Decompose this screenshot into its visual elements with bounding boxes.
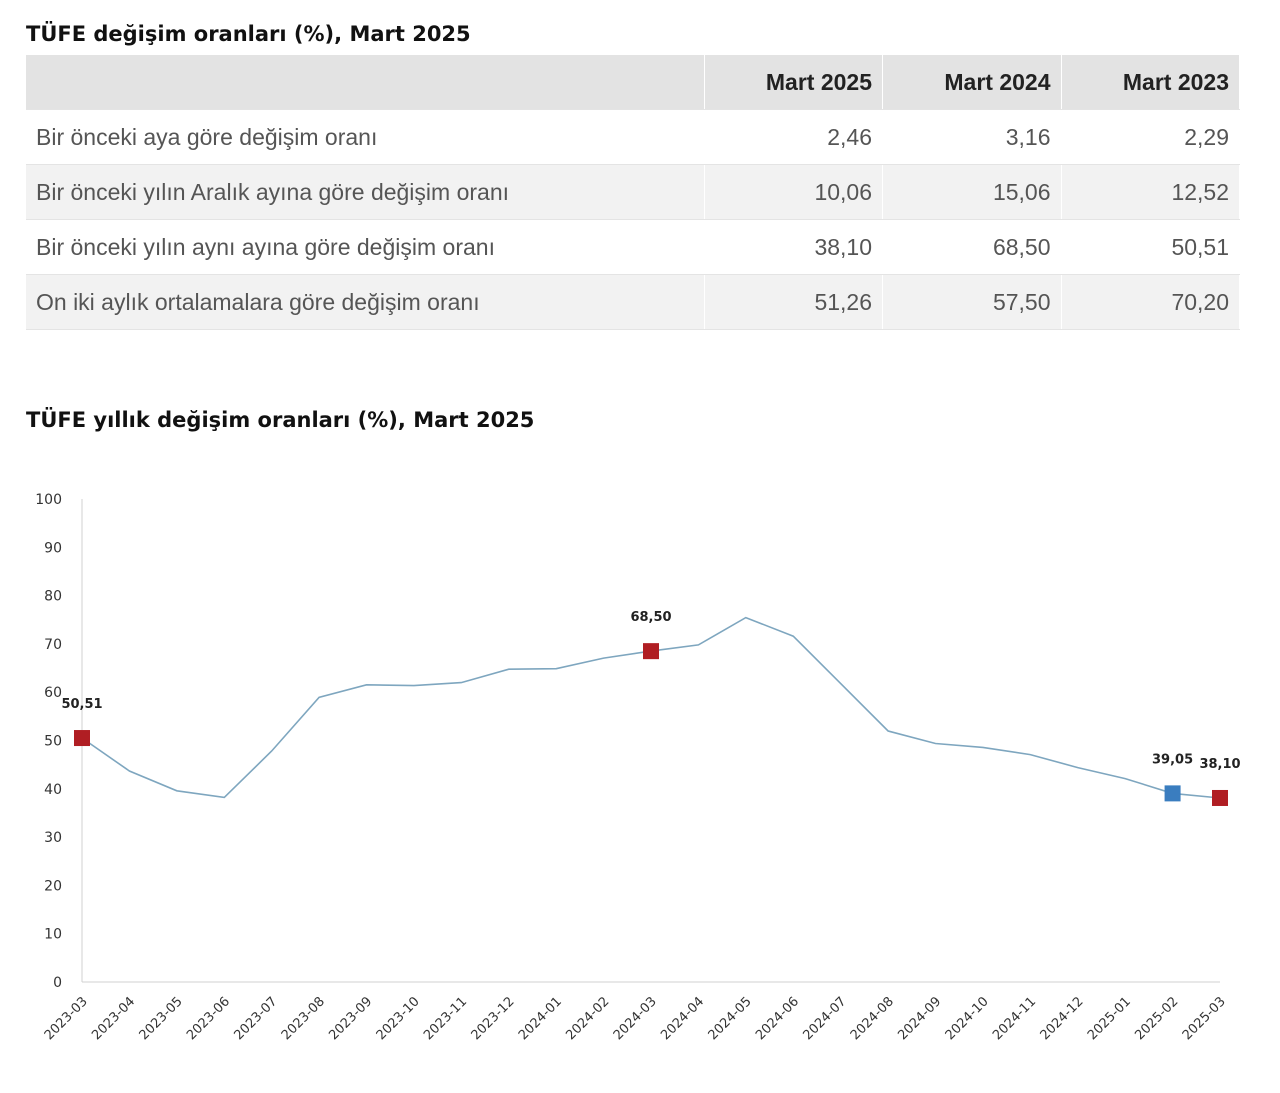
x-tick-label: 2023-09 [326,994,375,1043]
x-tick-label: 2023-10 [374,994,423,1043]
y-tick-label: 0 [53,975,62,991]
table-cell: 10,06 [704,164,883,220]
x-tick-label: 2024-02 [563,994,612,1043]
row-label: Bir önceki yılın aynı ayına göre değişim… [26,219,705,275]
table-cell: 12,52 [1061,164,1240,220]
cpi-table: Mart 2025 Mart 2024 Mart 2023 Bir önceki… [26,55,1240,330]
table-row: Bir önceki aya göre değişim oranı 2,46 3… [26,109,1240,165]
y-tick-label: 10 [44,927,62,943]
y-tick-label: 40 [44,782,62,798]
x-tick-label: 2024-03 [611,994,660,1043]
x-tick-label: 2024-07 [800,994,849,1043]
y-tick-label: 60 [44,685,62,701]
x-tick-label: 2023-05 [137,994,186,1043]
table-title: TÜFE değişim oranları (%), Mart 2025 [26,22,471,46]
y-tick-label: 100 [35,492,62,508]
row-label: On iki aylık ortalamalara göre değişim o… [26,274,705,330]
x-tick-label: 2023-06 [184,994,233,1043]
table-row: Bir önceki yılın Aralık ayına göre değiş… [26,164,1240,220]
x-tick-label: 2023-08 [279,994,328,1043]
x-tick-label: 2025-01 [1085,994,1134,1043]
x-tick-label: 2024-11 [990,994,1039,1043]
header-cell: Mart 2024 [882,55,1062,110]
data-label: 38,10 [1199,757,1240,772]
x-tick-label: 2024-08 [848,994,897,1043]
table-row: Bir önceki yılın aynı ayına göre değişim… [26,219,1240,275]
table-cell: 38,10 [704,219,883,275]
line-chart: 01020304050607080901002023-032023-042023… [35,492,1240,1043]
table-cell: 15,06 [882,164,1062,220]
data-label: 39,05 [1152,752,1193,767]
table-header-row: Mart 2025 Mart 2024 Mart 2023 [26,55,1240,110]
table-cell: 2,29 [1061,109,1240,165]
header-cell [26,55,705,110]
table-cell: 57,50 [882,274,1062,330]
table-row: On iki aylık ortalamalara göre değişim o… [26,274,1240,330]
data-point-marker [643,643,659,660]
row-label: Bir önceki yılın Aralık ayına göre değiş… [26,164,705,220]
y-tick-label: 70 [44,637,62,653]
x-tick-label: 2023-12 [469,994,518,1043]
y-tick-label: 50 [44,734,62,750]
data-point-marker [1164,785,1181,802]
table-cell: 3,16 [882,109,1062,165]
data-point-marker [1212,789,1228,806]
x-tick-label: 2024-10 [943,994,992,1043]
x-tick-label: 2025-02 [1132,994,1181,1043]
table-cell: 51,26 [704,274,883,330]
row-label: Bir önceki aya göre değişim oranı [26,109,705,165]
y-tick-label: 80 [44,589,62,605]
data-label: 50,51 [61,697,102,712]
x-tick-label: 2024-06 [753,994,802,1043]
table-cell: 70,20 [1061,274,1240,330]
y-tick-label: 30 [44,830,62,846]
x-tick-label: 2024-01 [516,994,565,1043]
header-cell: Mart 2025 [704,55,883,110]
data-label: 68,50 [630,610,671,625]
y-tick-label: 90 [44,540,62,556]
x-tick-label: 2024-04 [658,994,707,1043]
x-tick-label: 2025-03 [1180,994,1229,1043]
x-tick-label: 2024-09 [895,994,944,1043]
x-tick-label: 2023-11 [421,994,470,1043]
chart-title: TÜFE yıllık değişim oranları (%), Mart 2… [26,408,535,432]
table-cell: 68,50 [882,219,1062,275]
header-cell: Mart 2023 [1061,55,1240,110]
x-tick-label: 2024-12 [1038,994,1087,1043]
table-cell: 2,46 [704,109,883,165]
x-tick-label: 2023-07 [231,994,280,1043]
data-point-marker [74,730,90,747]
x-tick-label: 2024-05 [706,994,755,1043]
table-cell: 50,51 [1061,219,1240,275]
x-tick-label: 2023-03 [42,994,91,1043]
y-tick-label: 20 [44,878,62,894]
x-tick-label: 2023-04 [89,994,138,1043]
